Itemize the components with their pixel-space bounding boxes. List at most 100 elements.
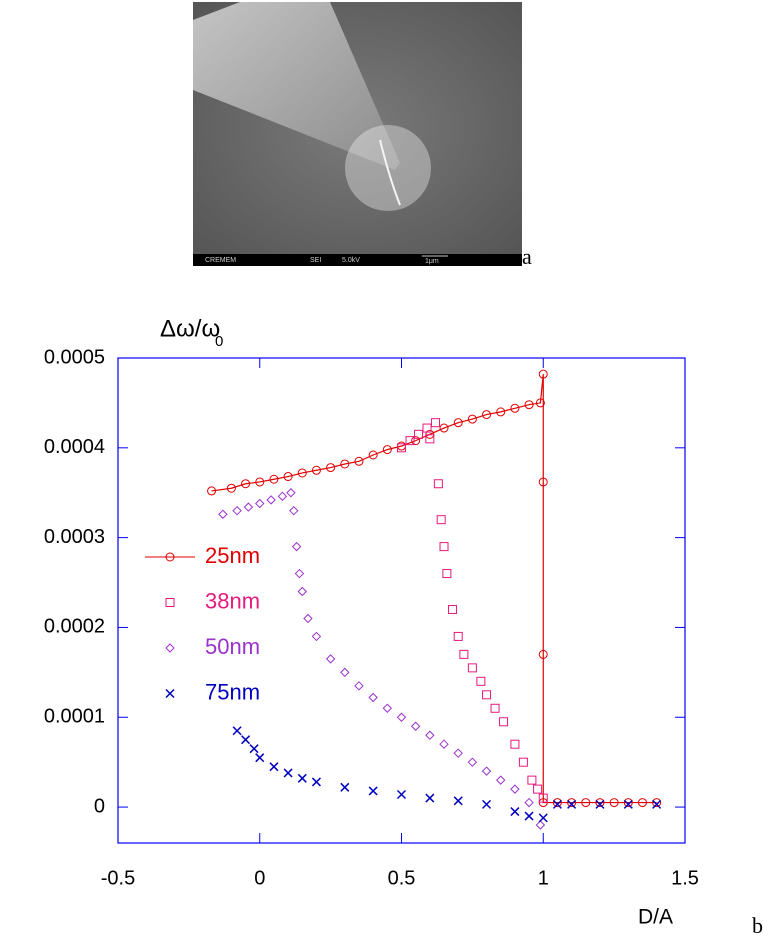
data-point [311, 631, 322, 642]
legend-marker [165, 552, 175, 562]
data-point [482, 799, 492, 809]
data-point [535, 398, 545, 408]
data-point [368, 786, 378, 796]
data-point [448, 604, 458, 614]
data-point [623, 799, 633, 809]
data-point [467, 757, 478, 767]
data-point [405, 436, 415, 446]
data-point [439, 542, 449, 552]
data-point [518, 757, 528, 767]
data-point [524, 797, 534, 808]
data-point [283, 472, 293, 482]
data-point [269, 762, 279, 772]
data-point [382, 703, 393, 713]
data-point [482, 690, 492, 700]
data-point [414, 429, 424, 439]
data-point [595, 799, 605, 809]
x-tick-label: 0.5 [388, 867, 416, 889]
y-tick-label: 0.0001 [44, 706, 105, 728]
data-point [249, 744, 259, 754]
data-point [297, 586, 307, 597]
data-point [422, 423, 432, 433]
data-point [431, 418, 441, 428]
tip-wire [379, 139, 401, 206]
data-point [266, 495, 276, 505]
data-point [652, 798, 662, 808]
info-text: CREMEM [205, 257, 236, 264]
data-point [255, 477, 265, 487]
data-point [297, 773, 307, 783]
data-point [368, 692, 378, 703]
data-point [255, 753, 265, 763]
panel-label: b [752, 913, 763, 938]
data-point [436, 515, 446, 525]
data-point [354, 456, 364, 466]
data-point [533, 784, 543, 794]
data-point [207, 486, 217, 496]
data-point [467, 663, 477, 673]
y-tick-label: 0 [94, 795, 105, 817]
data-point [442, 569, 452, 579]
data-point [510, 403, 520, 413]
legend-marker [165, 598, 175, 607]
y-tick-label: 0.0005 [44, 346, 105, 368]
x-tick-label: 0 [254, 867, 265, 889]
y-tick-label: 0.0004 [44, 436, 105, 458]
data-point [382, 445, 392, 455]
tip-cone [193, 2, 400, 170]
data-point [453, 631, 463, 641]
data-point [510, 784, 520, 794]
data-point [538, 649, 548, 659]
y-tick-label: 0.0003 [44, 526, 105, 548]
data-point [425, 730, 435, 740]
data-point [232, 726, 242, 736]
data-point [226, 483, 236, 493]
data-point [303, 613, 313, 624]
data-point [340, 459, 350, 469]
data-point [433, 479, 443, 489]
x-tick-label: -0.5 [101, 867, 135, 889]
data-point [241, 479, 251, 489]
data-point [425, 793, 435, 803]
x-axis-label: D/A [638, 906, 673, 929]
data-point [496, 407, 506, 417]
data-point [439, 739, 449, 749]
data-point [595, 798, 605, 808]
legend-label: 75nm [205, 679, 260, 704]
data-point [567, 799, 577, 809]
data-point [538, 813, 548, 823]
data-point [232, 505, 242, 516]
data-point [255, 498, 265, 509]
info-text: 1μm [425, 258, 439, 265]
data-point [286, 488, 296, 498]
info-bar [193, 254, 522, 266]
data-point [243, 502, 254, 512]
data-point [325, 654, 336, 664]
data-point [297, 468, 307, 478]
data-point [277, 491, 288, 502]
info-text: 5.0kV [342, 257, 360, 264]
x-tick-label: 1 [538, 867, 549, 889]
data-point [581, 798, 591, 808]
legend-marker [165, 643, 175, 653]
data-point [476, 676, 486, 686]
legend-marker [165, 688, 175, 699]
data-point [396, 712, 407, 722]
data-point [552, 799, 562, 809]
y-axis-label-subscript: 0 [215, 333, 223, 350]
data-point [453, 748, 463, 758]
panel-label: a [522, 244, 532, 269]
legend-label: 50nm [205, 634, 260, 659]
data-point [326, 463, 336, 473]
data-point [269, 474, 279, 484]
data-point [637, 798, 647, 808]
sem-image: CREMEM SEI 5.0kV 1μm [193, 2, 522, 266]
data-point [567, 798, 577, 808]
data-point [652, 799, 662, 809]
data-point [311, 777, 321, 787]
data-point [538, 369, 548, 379]
info-text: SEI [310, 257, 321, 264]
data-point [527, 775, 537, 785]
legend-label: 38nm [205, 588, 260, 613]
